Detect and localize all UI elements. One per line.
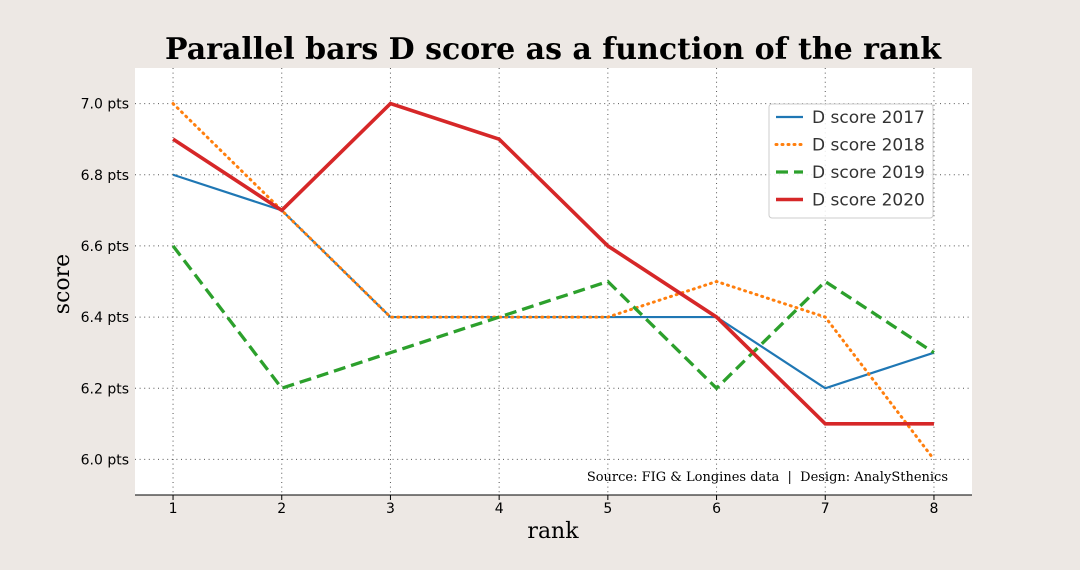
x-tick-label: 2 [277, 501, 286, 517]
legend-label: D score 2018 [812, 136, 925, 156]
legend-box [768, 103, 934, 219]
y-tick-label: 6.0 pts [81, 452, 129, 468]
legend-label: D score 2020 [812, 191, 925, 211]
y-tick-label: 7.0 pts [81, 97, 129, 113]
series-line [171, 102, 936, 461]
y-tick-label: 6.6 pts [81, 239, 129, 255]
x-axis-label: rank [527, 519, 579, 544]
y-tick-label: 6.4 pts [81, 310, 129, 326]
y-tick-label: 6.8 pts [81, 168, 129, 184]
y-axis-label: score [50, 254, 75, 314]
tick-layer: 1 2 3 4 5 6 7 8 6.0 pts 6.2 pts 6.4 pts 6.6 pts 6.8 … [81, 97, 939, 517]
source-annotation: Source: FIG & Longines data | Design: An… [587, 470, 948, 485]
series-layer [171, 101, 936, 461]
legend: D score 2017 D score 2018 D score 2019 D sc… [768, 103, 934, 219]
series-line [172, 101, 934, 426]
y-tick-label: 6.2 pts [81, 381, 129, 397]
x-tick-label: 7 [821, 501, 830, 517]
x-tick-label: 5 [603, 501, 612, 517]
x-tick-label: 4 [495, 501, 504, 517]
x-tick-label: 1 [169, 501, 178, 517]
x-tick-label: 3 [386, 501, 395, 517]
series-line [171, 244, 935, 391]
legend-label: D score 2019 [812, 163, 925, 183]
x-tick-label: 8 [929, 501, 938, 517]
chart-title: Parallel bars D score as a function of t… [165, 32, 942, 67]
x-tick-label: 6 [712, 501, 721, 517]
legend-label: D score 2017 [812, 108, 925, 128]
